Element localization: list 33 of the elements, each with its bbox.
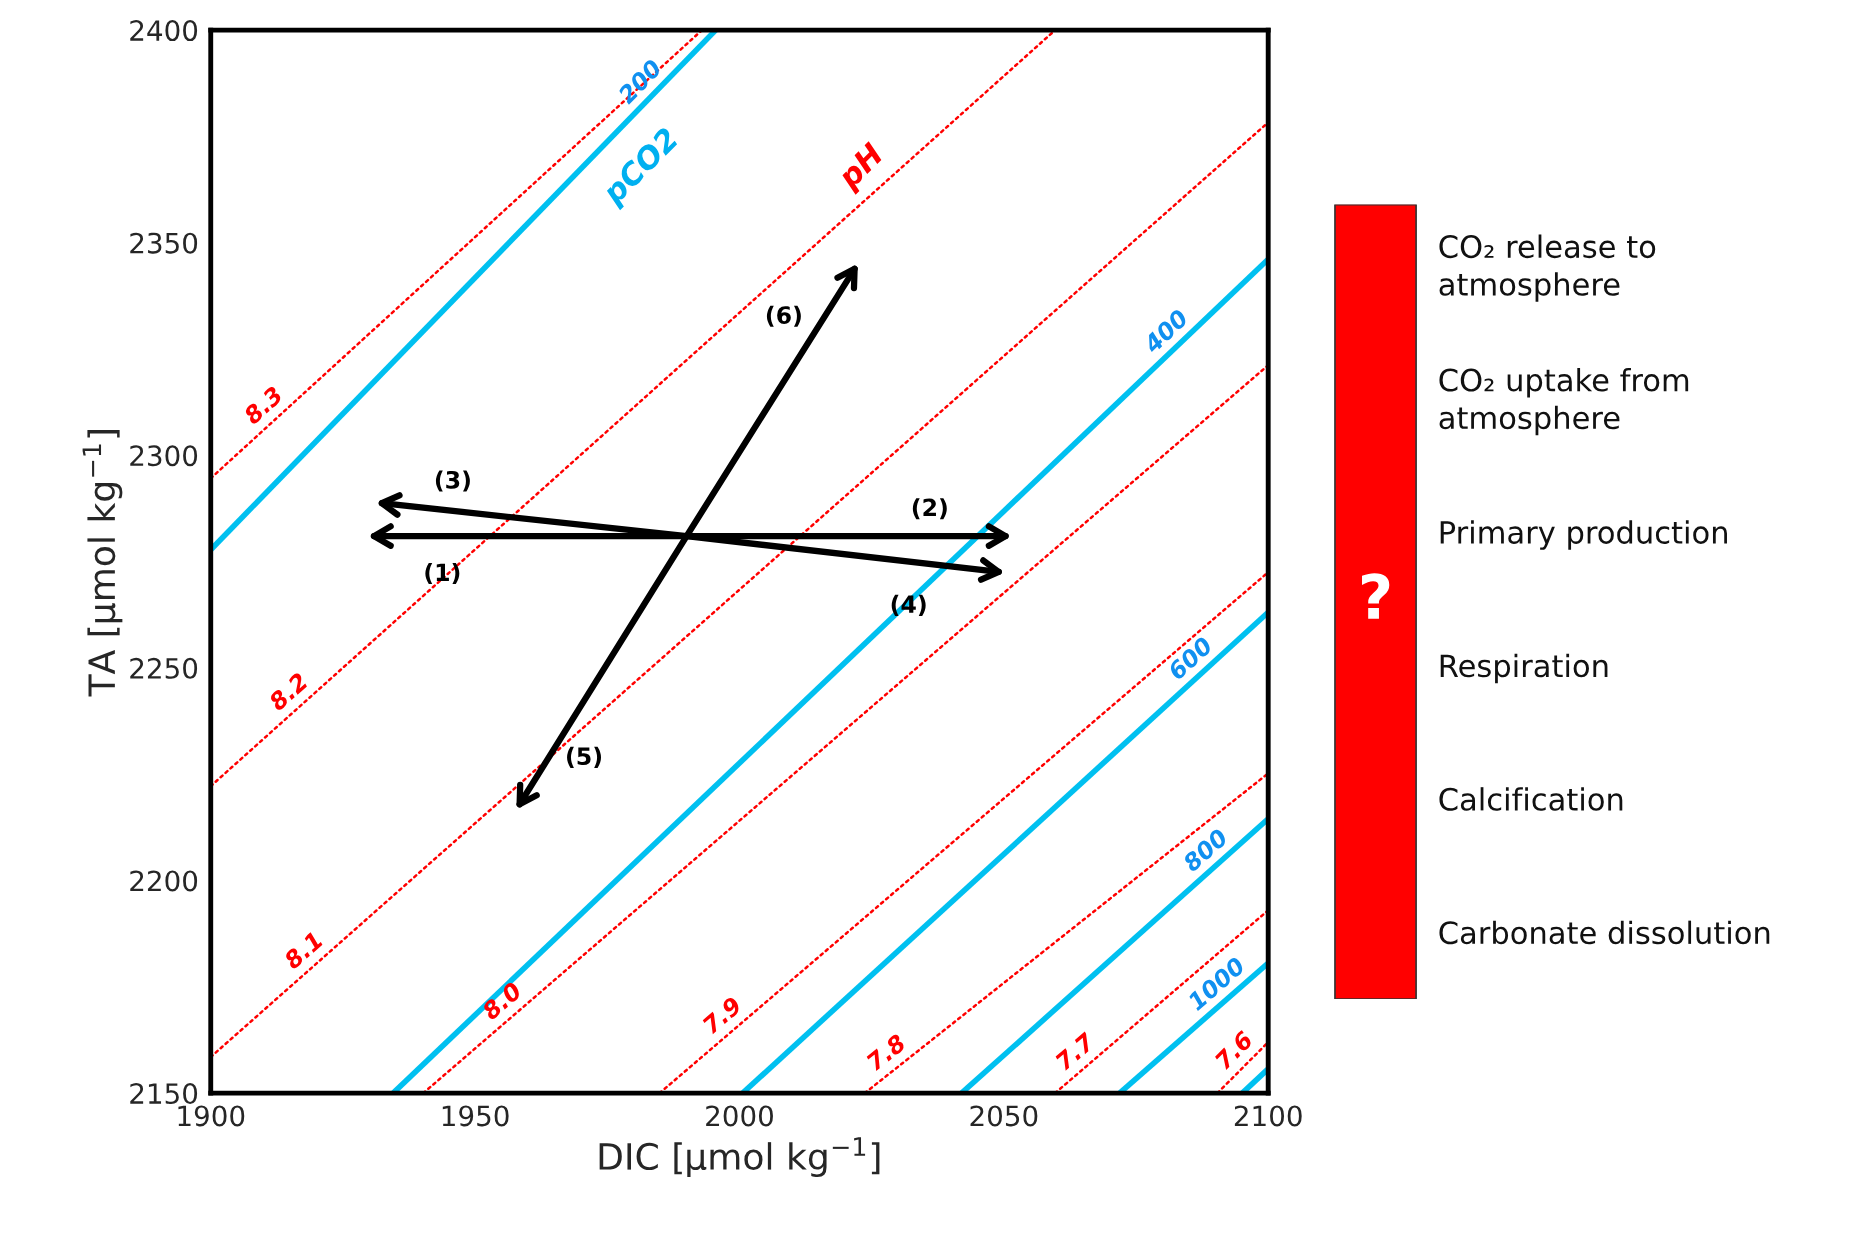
text: ? <box>1362 573 1390 619</box>
text: Calcification <box>1439 787 1623 811</box>
annotation: (3) <box>435 470 470 492</box>
annotation: (5) <box>567 746 601 768</box>
text: 8.3 <box>242 385 284 426</box>
y-tick-label: 2300 <box>130 445 198 467</box>
x-tick-label: 2000 <box>706 1105 773 1127</box>
text: 7.6 <box>1213 1029 1255 1071</box>
text: Respiration <box>1440 653 1608 684</box>
x-tick-label: 2100 <box>1234 1105 1302 1127</box>
annotation: (2) <box>912 498 947 520</box>
x-tick-label: 1900 <box>178 1105 245 1127</box>
text: CO₂ uptake from atmosphere <box>1439 367 1689 436</box>
y-tick-label: 2250 <box>130 657 198 679</box>
text: 8.2 <box>267 671 309 712</box>
y-tick-label: 2200 <box>130 870 198 892</box>
text: CO₂ release to atmosphere <box>1439 234 1656 302</box>
y-tick-label: 2400 <box>130 20 198 42</box>
x-tick-label: 1950 <box>442 1105 509 1127</box>
x-tick-label: 2050 <box>970 1105 1038 1127</box>
text: 7.9 <box>701 995 743 1035</box>
y-tick-label: 2350 <box>130 232 198 254</box>
y-tick-label: 2150 <box>130 1083 198 1105</box>
text: 8.1 <box>282 931 324 971</box>
x-axis-title: DIC [µmol kg$^{−1}$] <box>599 1137 880 1178</box>
text: 7.7 <box>1054 1031 1096 1071</box>
text: Primary production <box>1440 520 1727 550</box>
text: Carbonate dissolution <box>1439 920 1770 945</box>
y-axis-title: TA [µmol kg$^{−1}$] <box>82 430 123 697</box>
annotation: pH <box>835 141 889 195</box>
text: 8.0 <box>480 980 523 1021</box>
text: 7.8 <box>865 1033 908 1072</box>
annotation: (6) <box>766 305 801 327</box>
